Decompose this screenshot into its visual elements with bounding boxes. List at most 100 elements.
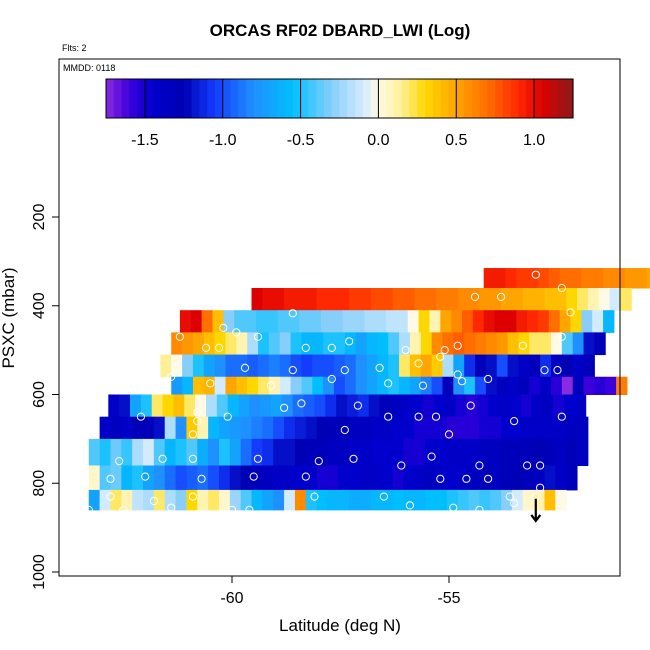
heatmap-cell (433, 394, 446, 418)
heatmap-cell (390, 394, 402, 418)
heatmap-cell (425, 288, 437, 311)
heatmap-cell (258, 376, 270, 395)
colorbar-segment (137, 79, 146, 118)
colorbar-segment (495, 79, 504, 118)
heatmap-cell (533, 288, 545, 311)
colorbar-tick-label: 0.5 (445, 132, 467, 149)
heatmap-cell (175, 416, 187, 440)
heatmap-cell (333, 332, 346, 356)
heatmap-cell (501, 489, 513, 511)
colorbar-segment (370, 79, 380, 118)
heatmap-cell (542, 394, 554, 418)
heatmap-cell (446, 489, 459, 511)
heatmap-cell (225, 332, 237, 356)
heatmap-cell (290, 332, 302, 356)
heatmap-cell (550, 332, 563, 356)
heatmap-cell (240, 465, 253, 491)
colorbar-segment (113, 79, 123, 118)
heatmap-cell (468, 416, 480, 440)
heatmap-cell (446, 288, 459, 311)
heatmap-cell (360, 489, 372, 511)
heatmap-cell (316, 416, 328, 440)
flights-note: Flts: 2 (62, 43, 87, 53)
heatmap-cell (227, 394, 240, 418)
heatmap-cell (294, 489, 307, 511)
heatmap-cell (201, 310, 213, 333)
heatmap-cell (425, 489, 437, 511)
heatmap-cell (88, 489, 101, 511)
heatmap-cell (273, 465, 285, 491)
heatmap-cell (366, 332, 378, 356)
heatmap-cell (414, 288, 426, 311)
heatmap-cell (323, 376, 335, 395)
heatmap-cell (435, 438, 448, 467)
heatmap-cell (583, 376, 595, 395)
heatmap-cell (186, 416, 198, 440)
sample-marker (401, 346, 410, 355)
heatmap-cell (247, 332, 259, 356)
sample-marker (167, 372, 176, 381)
heatmap-cell (258, 332, 270, 356)
heatmap-cell (435, 465, 448, 491)
sample-marker (267, 381, 276, 390)
heatmap-cell (108, 394, 120, 418)
colorbar-segment (285, 79, 294, 118)
heatmap-cell (312, 376, 324, 395)
colorbar-segment (207, 79, 216, 118)
heatmap-cell (323, 354, 335, 378)
heatmap-cell (164, 465, 177, 491)
heatmap-cell (214, 354, 226, 378)
heatmap-cell (537, 310, 550, 333)
heatmap-cell (616, 376, 628, 395)
heatmap-cell (182, 354, 194, 378)
x-tick-label: -60 (220, 590, 243, 607)
colorbar-segment (160, 79, 169, 118)
heatmap-cell (490, 489, 502, 511)
heatmap-cell (494, 310, 506, 333)
heatmap-cell (119, 394, 131, 418)
sample-marker (301, 472, 310, 481)
heatmap-cell (507, 332, 519, 356)
heatmap-cell (555, 416, 567, 440)
heatmap-cell (420, 332, 433, 356)
heatmap-cell (140, 394, 153, 418)
heatmap-cell (522, 465, 535, 491)
sample-marker (379, 492, 388, 501)
sample-marker (314, 457, 323, 466)
heatmap-cell (518, 354, 530, 378)
sample-marker (206, 379, 215, 388)
heatmap-cell (468, 489, 480, 511)
y-axis-label: PSXC (mbar) (0, 267, 18, 368)
heatmap-cell (182, 376, 194, 395)
sample-marker (475, 461, 484, 470)
heatmap-cell (531, 394, 543, 418)
heatmap-cell (284, 489, 296, 511)
heatmap-cell (186, 465, 198, 491)
heatmap-cell (533, 489, 545, 511)
date-note: MMDD: 0118 (63, 63, 115, 73)
heatmap-cell (273, 489, 285, 511)
heatmap-cell (143, 416, 155, 440)
sample-marker (384, 412, 393, 421)
heatmap-cell (342, 310, 355, 333)
heatmap-cell (418, 310, 430, 333)
heatmap-cell (182, 332, 194, 356)
heatmap-cell (429, 310, 441, 333)
heatmap-cell (236, 332, 248, 356)
sample-marker (141, 472, 150, 481)
heatmap-cell (464, 332, 476, 356)
heatmap-cell (218, 438, 231, 467)
sample-marker (214, 343, 224, 352)
sample-marker (245, 505, 254, 514)
sample-marker (375, 363, 384, 372)
heatmap-cell (414, 465, 426, 491)
heatmap-cell (370, 489, 383, 511)
heatmap-cell (284, 465, 296, 491)
sample-markers (84, 270, 575, 514)
heatmap-cell (151, 394, 164, 418)
heatmap-cell (171, 332, 183, 356)
heatmap-cell (435, 288, 448, 311)
heatmap-cell (392, 438, 404, 467)
colorbar-tick-label: 0.0 (367, 132, 389, 149)
